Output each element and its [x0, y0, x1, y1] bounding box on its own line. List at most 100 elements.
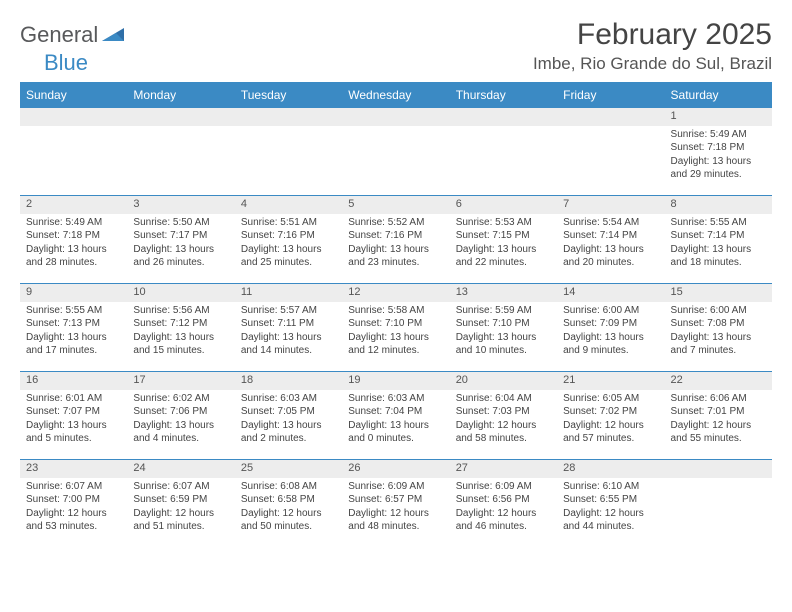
day-detail-line: Sunrise: 6:03 AM — [348, 392, 443, 406]
day-detail-line: and 53 minutes. — [26, 520, 121, 534]
day-detail-line: and 4 minutes. — [133, 432, 228, 446]
day-detail-line: Sunset: 6:59 PM — [133, 493, 228, 507]
day-number-cell: 8 — [665, 196, 772, 214]
day-number-cell: 2 — [20, 196, 127, 214]
day-body-cell: Sunrise: 5:55 AMSunset: 7:14 PMDaylight:… — [665, 214, 772, 284]
day-body-cell: Sunrise: 5:51 AMSunset: 7:16 PMDaylight:… — [235, 214, 342, 284]
day-detail-line: Sunrise: 6:02 AM — [133, 392, 228, 406]
day-detail-line: Sunrise: 6:05 AM — [563, 392, 658, 406]
day-body-cell — [450, 126, 557, 196]
day-detail-line: Sunset: 7:05 PM — [241, 405, 336, 419]
day-number-cell — [20, 108, 127, 126]
day-body-cell: Sunrise: 5:49 AMSunset: 7:18 PMDaylight:… — [665, 126, 772, 196]
day-body-cell — [557, 126, 664, 196]
day-body-cell — [665, 478, 772, 548]
day-detail-line: Daylight: 13 hours — [26, 419, 121, 433]
day-number-cell: 24 — [127, 460, 234, 478]
weekday-header: Sunday — [20, 83, 127, 108]
day-body-cell: Sunrise: 6:03 AMSunset: 7:05 PMDaylight:… — [235, 390, 342, 460]
day-body-cell: Sunrise: 5:50 AMSunset: 7:17 PMDaylight:… — [127, 214, 234, 284]
day-detail-line: Daylight: 13 hours — [348, 331, 443, 345]
day-detail-line: Sunrise: 6:09 AM — [456, 480, 551, 494]
day-detail-line: and 55 minutes. — [671, 432, 766, 446]
brand-part1: General — [20, 22, 98, 48]
day-detail-line: and 26 minutes. — [133, 256, 228, 270]
weekday-header: Saturday — [665, 83, 772, 108]
day-detail-line: and 46 minutes. — [456, 520, 551, 534]
weekday-header: Tuesday — [235, 83, 342, 108]
day-detail-line: Daylight: 13 hours — [26, 243, 121, 257]
day-detail-line: Sunrise: 5:54 AM — [563, 216, 658, 230]
day-number-cell: 25 — [235, 460, 342, 478]
day-detail-line: Sunset: 7:13 PM — [26, 317, 121, 331]
day-detail-line: Sunset: 7:06 PM — [133, 405, 228, 419]
day-number-cell: 18 — [235, 372, 342, 390]
day-detail-line: Sunrise: 6:06 AM — [671, 392, 766, 406]
day-detail-line: Sunrise: 6:00 AM — [671, 304, 766, 318]
day-detail-line: Daylight: 13 hours — [456, 331, 551, 345]
day-number-row: 16171819202122 — [20, 372, 772, 390]
day-detail-line: Sunrise: 5:49 AM — [26, 216, 121, 230]
day-detail-line: and 18 minutes. — [671, 256, 766, 270]
day-detail-line: and 0 minutes. — [348, 432, 443, 446]
day-number-cell: 23 — [20, 460, 127, 478]
day-detail-line: and 28 minutes. — [26, 256, 121, 270]
day-detail-line: Daylight: 12 hours — [26, 507, 121, 521]
day-detail-line: Daylight: 13 hours — [563, 331, 658, 345]
day-body-cell: Sunrise: 5:57 AMSunset: 7:11 PMDaylight:… — [235, 302, 342, 372]
day-number-cell: 5 — [342, 196, 449, 214]
day-detail-line: Daylight: 13 hours — [241, 331, 336, 345]
day-detail-line: Daylight: 13 hours — [133, 331, 228, 345]
location-subtitle: Imbe, Rio Grande do Sul, Brazil — [533, 54, 772, 74]
day-detail-line: Sunset: 6:58 PM — [241, 493, 336, 507]
day-number-cell: 26 — [342, 460, 449, 478]
day-detail-line: and 17 minutes. — [26, 344, 121, 358]
day-detail-line: Daylight: 12 hours — [241, 507, 336, 521]
day-detail-line: Sunset: 7:16 PM — [241, 229, 336, 243]
day-body-row: Sunrise: 6:01 AMSunset: 7:07 PMDaylight:… — [20, 390, 772, 460]
day-body-cell: Sunrise: 6:10 AMSunset: 6:55 PMDaylight:… — [557, 478, 664, 548]
day-detail-line: Sunset: 6:56 PM — [456, 493, 551, 507]
day-detail-line: Sunrise: 5:50 AM — [133, 216, 228, 230]
weekday-header: Friday — [557, 83, 664, 108]
day-body-cell: Sunrise: 6:03 AMSunset: 7:04 PMDaylight:… — [342, 390, 449, 460]
day-number-cell: 21 — [557, 372, 664, 390]
day-detail-line: Sunset: 7:18 PM — [671, 141, 766, 155]
page-title: February 2025 — [533, 18, 772, 52]
day-number-cell: 12 — [342, 284, 449, 302]
day-detail-line: Sunrise: 5:51 AM — [241, 216, 336, 230]
day-body-cell: Sunrise: 6:04 AMSunset: 7:03 PMDaylight:… — [450, 390, 557, 460]
day-body-cell — [20, 126, 127, 196]
day-number-cell: 27 — [450, 460, 557, 478]
day-body-cell: Sunrise: 6:00 AMSunset: 7:08 PMDaylight:… — [665, 302, 772, 372]
day-detail-line: Daylight: 13 hours — [241, 243, 336, 257]
day-detail-line: and 2 minutes. — [241, 432, 336, 446]
day-detail-line: Sunset: 7:18 PM — [26, 229, 121, 243]
day-number-cell: 20 — [450, 372, 557, 390]
day-number-cell: 15 — [665, 284, 772, 302]
day-detail-line: and 48 minutes. — [348, 520, 443, 534]
day-detail-line: Daylight: 12 hours — [456, 419, 551, 433]
day-detail-line: Sunset: 7:00 PM — [26, 493, 121, 507]
day-number-cell: 28 — [557, 460, 664, 478]
day-detail-line: Sunrise: 6:07 AM — [26, 480, 121, 494]
day-detail-line: and 44 minutes. — [563, 520, 658, 534]
day-number-cell: 22 — [665, 372, 772, 390]
weekday-header-row: Sunday Monday Tuesday Wednesday Thursday… — [20, 83, 772, 108]
day-detail-line: and 23 minutes. — [348, 256, 443, 270]
day-detail-line: Sunrise: 6:09 AM — [348, 480, 443, 494]
day-body-cell: Sunrise: 6:07 AMSunset: 7:00 PMDaylight:… — [20, 478, 127, 548]
day-detail-line: Sunrise: 6:00 AM — [563, 304, 658, 318]
day-detail-line: Sunrise: 5:57 AM — [241, 304, 336, 318]
day-detail-line: Daylight: 13 hours — [671, 155, 766, 169]
day-detail-line: and 9 minutes. — [563, 344, 658, 358]
day-detail-line: and 22 minutes. — [456, 256, 551, 270]
day-number-cell — [450, 108, 557, 126]
day-detail-line: and 15 minutes. — [133, 344, 228, 358]
day-body-cell: Sunrise: 5:58 AMSunset: 7:10 PMDaylight:… — [342, 302, 449, 372]
day-detail-line: Daylight: 12 hours — [133, 507, 228, 521]
day-number-cell: 7 — [557, 196, 664, 214]
day-body-cell: Sunrise: 6:09 AMSunset: 6:57 PMDaylight:… — [342, 478, 449, 548]
day-detail-line: Sunset: 7:14 PM — [563, 229, 658, 243]
calendar-table: Sunday Monday Tuesday Wednesday Thursday… — [20, 82, 772, 548]
